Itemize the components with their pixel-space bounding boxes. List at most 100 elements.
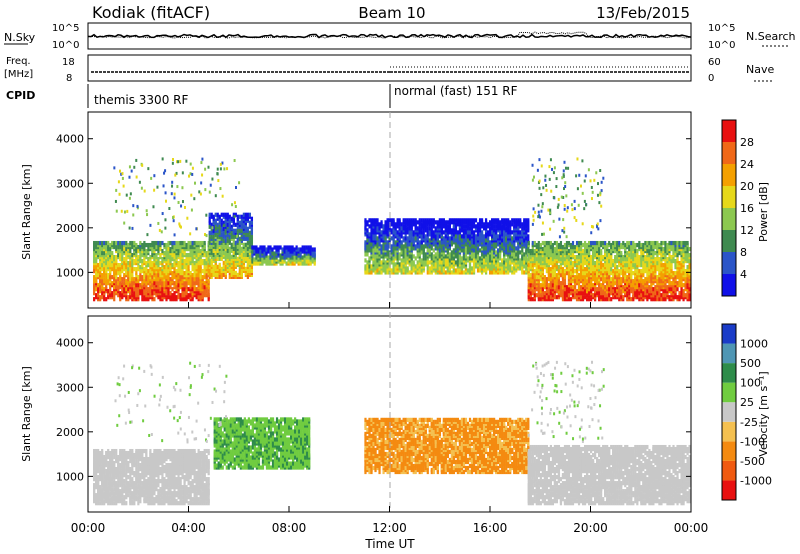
power-cell xyxy=(99,240,102,246)
power-cell xyxy=(523,264,526,269)
power-cell xyxy=(581,271,585,276)
power-cell xyxy=(446,236,449,241)
power-cell xyxy=(553,267,557,272)
power-cell xyxy=(497,248,500,253)
power-cell xyxy=(129,283,132,288)
power-cell xyxy=(581,261,585,266)
power-cell xyxy=(246,268,249,273)
power-cell xyxy=(533,273,536,278)
power-cell xyxy=(495,266,498,271)
power-cell xyxy=(422,230,425,235)
power-cell xyxy=(107,240,110,246)
power-cell xyxy=(569,271,573,276)
power-cell xyxy=(105,240,108,246)
power-cell xyxy=(488,226,492,231)
nsky-tick-bottom: 10^0 xyxy=(52,40,79,51)
power-cell xyxy=(131,261,134,266)
power-cell xyxy=(163,275,166,280)
power-cell xyxy=(101,279,104,284)
power-cell xyxy=(501,268,504,273)
power-cell xyxy=(394,222,397,227)
power-cell xyxy=(402,224,405,229)
power-cell xyxy=(511,218,514,223)
power-cell xyxy=(93,240,96,246)
power-cell xyxy=(242,212,245,217)
power-cell xyxy=(539,289,542,294)
power-cell xyxy=(394,250,397,255)
power-cell xyxy=(541,283,544,288)
power-cell xyxy=(575,240,579,246)
power-cell xyxy=(533,240,536,246)
power-cell xyxy=(472,230,476,235)
power-cell xyxy=(513,252,516,257)
power-cell xyxy=(366,228,369,233)
power-cell xyxy=(478,232,482,237)
power-cell xyxy=(273,251,276,256)
power-cell xyxy=(228,250,231,255)
power-cell xyxy=(191,248,194,254)
power-cell xyxy=(567,248,571,254)
power-cell xyxy=(531,248,534,254)
power-cell xyxy=(462,228,466,233)
power-cell xyxy=(608,254,611,260)
power-cell xyxy=(175,244,178,250)
power-cell xyxy=(149,242,152,248)
power-cell xyxy=(366,264,369,269)
power-cell xyxy=(195,246,198,252)
power-cell xyxy=(438,234,441,239)
power-cell xyxy=(589,240,593,246)
power-cell xyxy=(240,214,243,219)
power-cell xyxy=(432,248,435,253)
power-cell xyxy=(464,218,468,223)
power-cell xyxy=(193,261,196,266)
power-cell xyxy=(648,275,651,280)
power-cell xyxy=(279,253,282,258)
power-cell xyxy=(230,216,233,221)
power-cell xyxy=(616,254,619,260)
power-cell xyxy=(111,263,114,268)
power-cell xyxy=(127,261,130,266)
power-cell xyxy=(297,257,300,262)
power-cell xyxy=(545,256,548,262)
power-cell xyxy=(205,250,208,256)
power-cell xyxy=(224,266,227,271)
power-cell xyxy=(497,218,500,223)
power-cell xyxy=(218,268,221,273)
power-cell xyxy=(545,277,548,282)
power-cell xyxy=(244,266,247,271)
power-cell xyxy=(422,218,425,223)
power-cell xyxy=(210,222,213,227)
power-cell xyxy=(374,258,377,263)
power-cell xyxy=(624,267,627,272)
power-cell xyxy=(507,270,510,275)
power-cell xyxy=(364,264,367,269)
power-cell xyxy=(567,273,571,278)
power-cell xyxy=(589,261,593,266)
power-cell xyxy=(179,297,182,302)
power-cell xyxy=(137,254,140,260)
power-cell xyxy=(246,212,249,217)
power-cell xyxy=(191,244,194,250)
power-cell xyxy=(228,274,231,280)
power-cell xyxy=(398,218,401,223)
power-cell xyxy=(149,293,152,298)
power-cell xyxy=(390,244,393,249)
power-cell xyxy=(462,270,466,275)
power-cell xyxy=(594,289,597,294)
power-cell xyxy=(234,222,237,227)
power-cell xyxy=(620,277,623,282)
power-cell xyxy=(434,252,437,257)
power-cell xyxy=(121,240,124,246)
power-cell xyxy=(303,245,306,250)
power-cell xyxy=(232,242,235,247)
power-cell xyxy=(123,240,126,246)
power-cell xyxy=(402,236,405,241)
power-cell xyxy=(370,230,373,235)
power-cell xyxy=(228,214,231,219)
power-cell xyxy=(585,248,589,254)
power-cell xyxy=(376,248,379,253)
power-cell xyxy=(408,242,411,247)
power-cell xyxy=(220,222,223,227)
power-cell xyxy=(632,279,635,284)
power-cell xyxy=(250,216,254,221)
